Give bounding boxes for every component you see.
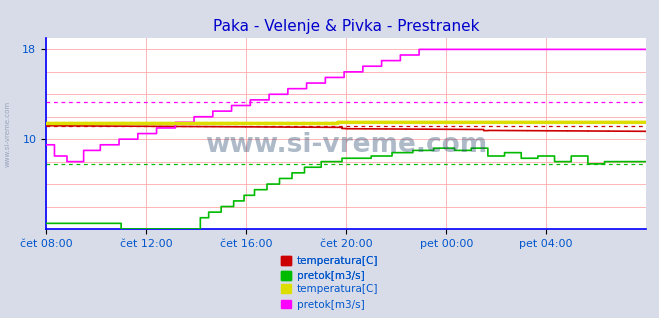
Legend: temperatura[C], pretok[m3/s]: temperatura[C], pretok[m3/s] [281,256,378,281]
Title: Paka - Velenje & Pivka - Prestranek: Paka - Velenje & Pivka - Prestranek [213,19,479,34]
Legend: temperatura[C], pretok[m3/s]: temperatura[C], pretok[m3/s] [281,284,378,310]
Text: www.si-vreme.com: www.si-vreme.com [5,100,11,167]
Text: www.si-vreme.com: www.si-vreme.com [205,132,487,158]
